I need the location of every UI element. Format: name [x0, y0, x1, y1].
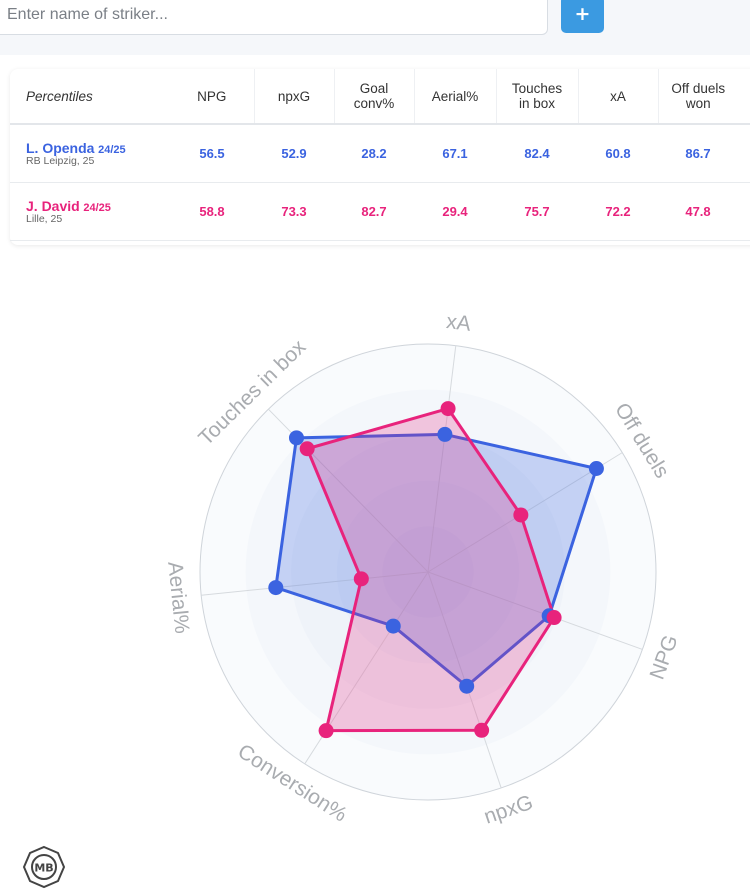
radar-series-area — [305, 407, 556, 733]
radar-point — [546, 610, 562, 626]
player-name: L. Openda — [26, 139, 95, 156]
radar-axis-label: Aerial% — [163, 560, 193, 634]
logo-text: MB — [34, 862, 53, 875]
value-goal-conv: 82.7 — [334, 182, 414, 241]
radar-point — [318, 723, 334, 739]
value-aerial: 29.4 — [414, 182, 496, 241]
value-off-duels-won: 47.8 — [658, 182, 738, 241]
header-npxg: npxG — [254, 69, 335, 125]
header-off-duels-won: Off duels won — [658, 69, 738, 125]
value-npxg: 73.3 — [254, 182, 334, 241]
player-cell-david: J. David 24/25 Lille, 25 — [10, 182, 170, 241]
radar-point — [385, 618, 401, 634]
mb-logo: MB — [22, 845, 66, 889]
header-goal-conv: Goal conv% — [334, 69, 415, 125]
value-xa: 60.8 — [578, 124, 658, 183]
player-club: RB Leipzig, 25 — [26, 154, 95, 167]
radar-point — [459, 678, 475, 694]
table-header-row: Percentiles NPG npxG Goal conv% Aerial% T… — [10, 69, 750, 125]
radar-axis-label: NPG — [646, 632, 683, 683]
header-aerial: Aerial% — [414, 69, 497, 125]
radar-point — [268, 580, 284, 596]
header-npg: NPG — [170, 69, 255, 125]
table-row-openda[interactable]: L. Openda 24/25 RB Leipzig, 25 56.5 52.9… — [10, 124, 750, 183]
row-spacer — [738, 182, 750, 241]
radar-point — [437, 426, 453, 442]
striker-search-input[interactable] — [0, 0, 548, 35]
value-touches-in-box: 75.7 — [496, 182, 578, 241]
radar-point — [299, 441, 315, 457]
radar-point — [353, 571, 369, 587]
radar-axis-label: xA — [445, 310, 472, 336]
value-off-duels-won: 86.7 — [658, 124, 738, 183]
value-aerial: 67.1 — [414, 124, 496, 183]
header-spacer — [738, 69, 750, 125]
header-xa: xA — [578, 69, 659, 125]
radar-spoke — [427, 571, 643, 650]
value-npg: 56.5 — [170, 124, 254, 183]
player-season: 24/25 — [98, 143, 126, 156]
search-bar: + — [0, 0, 750, 55]
player-season: 24/25 — [83, 201, 111, 214]
percentiles-table-card: Percentiles NPG npxG Goal conv% Aerial% T… — [10, 69, 750, 245]
radar-spoke — [201, 571, 429, 596]
header-percentiles: Percentiles — [10, 69, 170, 125]
value-npxg: 52.9 — [254, 124, 334, 183]
radar-axis-label: npxG — [481, 791, 536, 829]
value-xa: 72.2 — [578, 182, 658, 241]
player-cell-openda: L. Openda 24/25 RB Leipzig, 25 — [10, 124, 170, 183]
radar-spoke — [427, 345, 457, 573]
header-touches-in-box: Touches in box — [496, 69, 579, 125]
radar-point — [474, 722, 490, 738]
value-goal-conv: 28.2 — [334, 124, 414, 183]
row-spacer — [738, 124, 750, 183]
radar-series-area — [274, 432, 598, 688]
table-row-david[interactable]: J. David 24/25 Lille, 25 58.8 73.3 82.7 … — [10, 182, 750, 241]
player-name: J. David — [26, 197, 80, 214]
radar-point — [513, 507, 529, 523]
add-striker-button[interactable]: + — [561, 0, 604, 33]
value-npg: 58.8 — [170, 182, 254, 241]
radar-point — [288, 430, 304, 446]
radar-point — [588, 461, 604, 477]
radar-point — [440, 401, 456, 417]
player-club: Lille, 25 — [26, 212, 63, 225]
value-touches-in-box: 82.4 — [496, 124, 578, 183]
percentiles-table: Percentiles NPG npxG Goal conv% Aerial% T… — [10, 69, 750, 241]
